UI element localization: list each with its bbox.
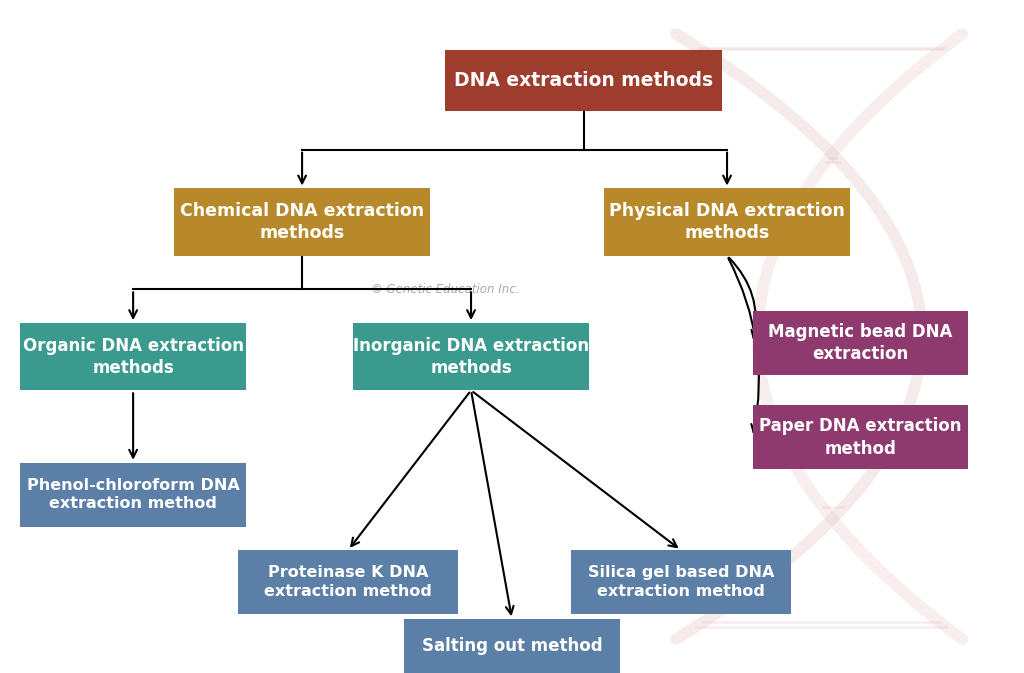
FancyBboxPatch shape [174,188,430,256]
FancyBboxPatch shape [571,551,791,614]
Text: Organic DNA extraction
methods: Organic DNA extraction methods [23,336,244,377]
FancyBboxPatch shape [353,323,589,390]
Text: Salting out method: Salting out method [422,637,602,655]
Text: Inorganic DNA extraction
methods: Inorganic DNA extraction methods [353,336,589,377]
Text: © Genetic Education Inc.: © Genetic Education Inc. [371,283,520,296]
Text: Paper DNA extraction
method: Paper DNA extraction method [759,417,962,458]
FancyBboxPatch shape [404,619,620,673]
FancyBboxPatch shape [239,551,459,614]
Text: Physical DNA extraction
methods: Physical DNA extraction methods [609,202,845,242]
Text: DNA extraction methods: DNA extraction methods [454,71,714,90]
Text: Proteinase K DNA
extraction method: Proteinase K DNA extraction method [264,565,432,599]
FancyBboxPatch shape [20,323,246,390]
FancyBboxPatch shape [20,463,246,526]
FancyBboxPatch shape [753,311,968,376]
Text: Chemical DNA extraction
methods: Chemical DNA extraction methods [180,202,424,242]
FancyBboxPatch shape [445,50,722,111]
FancyBboxPatch shape [604,188,850,256]
Text: Silica gel based DNA
extraction method: Silica gel based DNA extraction method [588,565,774,599]
FancyBboxPatch shape [753,405,968,470]
Text: Phenol-chloroform DNA
extraction method: Phenol-chloroform DNA extraction method [27,478,240,511]
Text: Magnetic bead DNA
extraction: Magnetic bead DNA extraction [768,323,952,363]
